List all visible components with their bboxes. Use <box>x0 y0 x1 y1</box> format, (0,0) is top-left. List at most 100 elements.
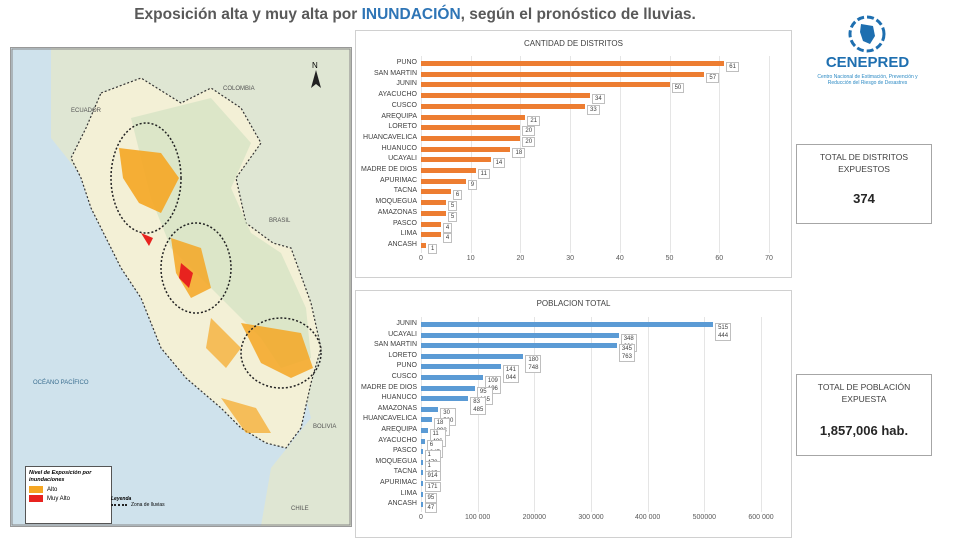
population-bar <box>421 502 423 508</box>
districts-x-tick: 50 <box>665 254 674 262</box>
districts-data-label: 5 <box>447 211 458 222</box>
population-category-label: JUNIN <box>396 320 417 327</box>
population-x-tick: 500000 <box>692 513 716 521</box>
map-label-brasil: BRASIL <box>269 218 291 224</box>
population-data-label: 83 485 <box>470 397 487 416</box>
title-highlight: INUNDACIÓN <box>361 6 461 23</box>
districts-x-tick: 60 <box>715 254 724 262</box>
districts-bar <box>421 200 446 206</box>
logo-subtitle: Centro Nacional de Estimación, Prevenció… <box>817 74 918 86</box>
districts-category-label: AREQUIPA <box>381 112 417 120</box>
population-x-tick: 400 000 <box>635 513 661 521</box>
exposure-area-high <box>119 148 179 213</box>
population-data-label: 345 763 <box>618 344 635 363</box>
districts-bar <box>421 157 491 163</box>
population-category-label: HUANUCO <box>381 394 417 402</box>
legend-label-very-high: Muy Alto <box>47 495 71 502</box>
map-label-colombia: COLOMBIA <box>223 86 255 92</box>
svg-text:N: N <box>312 61 318 70</box>
map-legend: Nivel de Exposición por inundaciones Alt… <box>25 466 112 524</box>
districts-x-tick: 10 <box>466 254 475 262</box>
districts-data-label: 11 <box>477 169 490 179</box>
population-bar <box>421 459 423 465</box>
population-total-label: TOTAL DE POBLACIÓN EXPUESTA <box>817 382 911 404</box>
population-x-tick: 200000 <box>522 513 546 521</box>
population-x-tick: 100 000 <box>465 513 491 521</box>
map-legend-lines: Leyenda Zona de lluvias <box>111 496 201 516</box>
population-x-tick: 600 000 <box>748 513 774 521</box>
map-label-ecuador: ECUADOR <box>71 108 102 114</box>
population-total-box: TOTAL DE POBLACIÓN EXPUESTA 1,857,006 ha… <box>796 374 932 456</box>
page-title: Exposición alta y muy alta por INUNDACIÓ… <box>0 6 830 24</box>
districts-data-label: 57 <box>706 72 720 83</box>
districts-data-label: 34 <box>592 94 605 105</box>
map-label-chile: CHILE <box>291 506 309 512</box>
districts-data-label: 14 <box>492 158 506 169</box>
population-total-value: 1,857,006 hab. <box>819 423 909 438</box>
legend-swatch-very-high <box>29 495 43 502</box>
population-category-label: TACNA <box>393 468 417 476</box>
population-category-label: PASCO <box>393 447 417 455</box>
districts-x-tick: 30 <box>566 254 575 262</box>
population-category-label: AMAZONAS <box>377 404 417 412</box>
population-bar <box>421 343 617 349</box>
districts-chart-panel: CANTIDAD DE DISTRITOS 0 10 20 30 40 50 60 70 PUN… <box>355 30 792 278</box>
districts-chart-title: CANTIDAD DE DISTRITOS <box>524 39 623 48</box>
districts-data-label: 33 <box>587 104 600 115</box>
map-label-bolivia: BOLIVIA <box>313 424 337 430</box>
population-bar <box>421 385 475 391</box>
population-bar <box>421 481 423 486</box>
districts-total-box: TOTAL DE DISTRITOS EXPUESTOS 374 <box>796 144 932 224</box>
logo-name: CENEPRED <box>825 54 910 71</box>
population-bar <box>421 428 428 433</box>
population-gridline <box>534 317 536 512</box>
districts-bar <box>421 82 670 88</box>
districts-category-label: APURIMAC <box>380 176 417 184</box>
districts-x-tick: 0 <box>419 254 423 262</box>
population-gridline <box>421 317 422 512</box>
population-data-label: 141 044 <box>502 365 519 384</box>
districts-bar <box>421 61 725 66</box>
districts-category-label: PUNO <box>396 59 417 66</box>
districts-data-label: 6 <box>452 190 463 201</box>
population-x-tick: 300 000 <box>578 513 604 521</box>
population-bar <box>421 449 423 455</box>
population-category-label: UCAYALI <box>388 330 417 338</box>
population-bar <box>421 491 423 497</box>
legend-label-high: Alto <box>47 486 58 493</box>
population-gridline <box>591 317 592 512</box>
population-bar <box>421 364 501 370</box>
map-label-pacific: OCÉANO PACÍFICO <box>33 380 89 386</box>
districts-gridline <box>619 56 621 253</box>
districts-category-label: TACNA <box>393 187 417 195</box>
cenepred-emblem-icon <box>848 15 886 53</box>
districts-category-label: HUANCAVELICA <box>363 133 417 141</box>
population-gridline <box>704 317 706 512</box>
districts-category-label: SAN MARTIN <box>373 69 417 77</box>
legend-dotted-line <box>111 504 127 506</box>
districts-bar <box>421 168 476 173</box>
districts-data-label: 1 <box>427 243 438 254</box>
population-gridline <box>761 317 762 512</box>
north-arrow-icon: N <box>311 61 321 88</box>
districts-bar <box>421 232 441 238</box>
title-suffix: , según el pronóstico de lluvias. <box>460 6 696 23</box>
districts-total-label: TOTAL DE DISTRITOS EXPUESTOS <box>819 152 908 174</box>
population-chart-panel: POBLACION TOTAL 0 100 000 200000 300 000 400… <box>355 290 792 538</box>
districts-x-tick: 70 <box>765 254 773 262</box>
districts-category-label: AYACUCHO <box>378 91 417 99</box>
districts-bar <box>421 189 451 195</box>
districts-category-label: UCAYALI <box>388 155 417 163</box>
districts-bar <box>421 146 511 152</box>
districts-category-label: CUSCO <box>391 101 417 109</box>
population-bar <box>421 322 714 327</box>
peru-flood-exposure-map: N COLOMBIA ECUADOR BRASIL BOLIVIA CHILE … <box>10 47 352 527</box>
title-prefix: Exposición alta y muy alta por <box>134 6 358 23</box>
districts-category-label: AMAZONAS <box>377 208 417 216</box>
districts-bar <box>421 221 441 227</box>
population-bar <box>421 375 483 380</box>
population-category-label: HUANCAVELICA <box>363 415 417 423</box>
districts-gridline <box>421 56 422 253</box>
districts-data-label: 20 <box>522 136 536 147</box>
population-data-label: 515 444 <box>715 323 732 341</box>
